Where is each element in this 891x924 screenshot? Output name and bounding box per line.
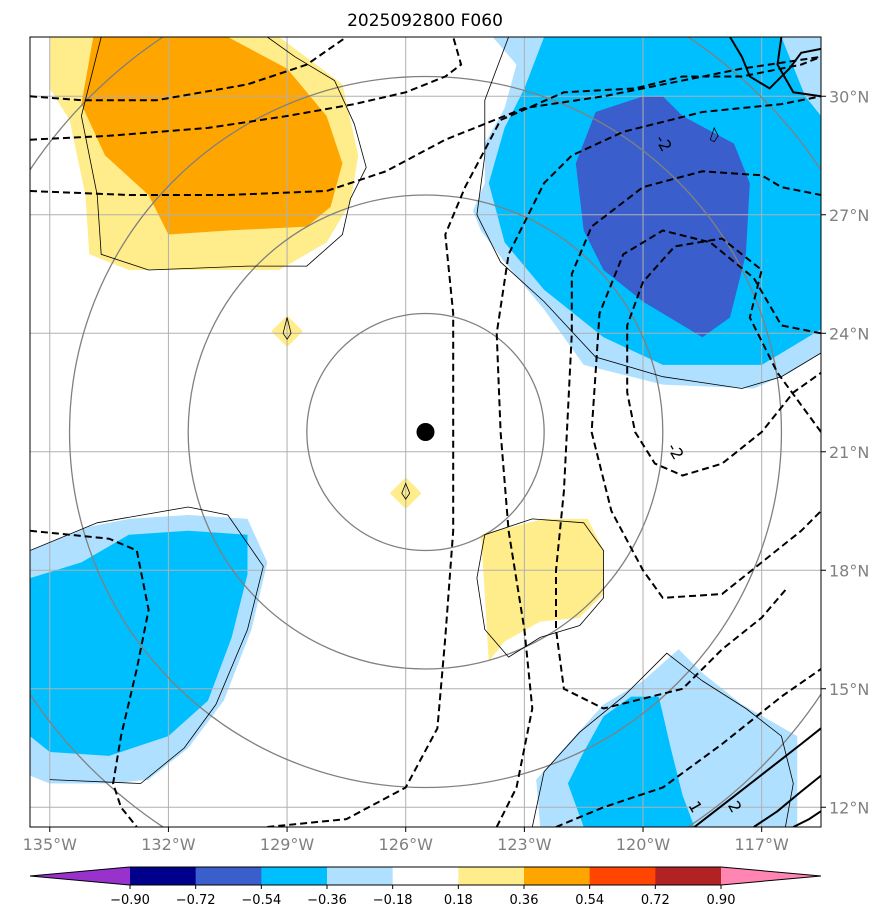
colorbar-tick-label: −0.72	[176, 893, 216, 908]
small-closed-contour	[709, 126, 719, 143]
colorbar-tick-label: 0.72	[641, 893, 670, 908]
dashed-contour	[30, 37, 347, 102]
filled-region	[567, 696, 695, 827]
dashed-contour	[30, 529, 150, 827]
dashed-contour	[495, 95, 821, 827]
colorbar-tick-label: −0.18	[373, 893, 413, 908]
colorbar-extend-high	[721, 867, 821, 885]
colorbar-segment	[261, 867, 328, 885]
colorbar-segment	[130, 867, 197, 885]
solid-contour-layer	[693, 37, 821, 827]
contour-label: -2	[663, 440, 687, 463]
filled-region	[575, 96, 750, 338]
small-closed-contour	[401, 482, 411, 500]
colorbar-tick-label: 0.90	[707, 893, 736, 908]
range-circle	[187, 194, 664, 670]
gridlines	[30, 37, 821, 827]
thin-contour	[30, 506, 264, 784]
colorbar: −0.90 −0.72 −0.54 −0.36 −0.18 0.18 0.36 0.54 0.7…	[29, 866, 822, 908]
range-circle	[306, 312, 545, 552]
solid-contour	[792, 810, 821, 827]
dashed-contour	[267, 55, 821, 827]
lon-tick-label: 126°W	[379, 835, 434, 854]
lon-tick-label: 132°W	[141, 835, 196, 854]
thin-contour-layer	[30, 37, 821, 827]
chart-title: 2025092800 F060	[347, 11, 503, 31]
lon-tick-label: 129°W	[260, 835, 315, 854]
colorbar-extend-low	[30, 867, 130, 885]
dashed-contour	[590, 229, 821, 599]
solid-contour	[729, 37, 821, 90]
lat-tick-label: 21°N	[829, 443, 869, 462]
thin-contour	[80, 37, 367, 271]
solid-contour	[753, 774, 821, 827]
lon-tick-label: 120°W	[616, 835, 671, 854]
lat-tick-label: 30°N	[829, 87, 869, 106]
dashed-contour	[626, 237, 821, 477]
dashed-contour	[555, 170, 821, 710]
filled-region	[81, 37, 343, 235]
axis-ticks: 135°W 132°W 129°W 126°W 123°W 120°W 117°W 12°N 1…	[23, 87, 870, 854]
range-circle	[68, 75, 783, 789]
small-closed-contour	[282, 317, 292, 340]
storm-center-marker	[416, 423, 435, 441]
colorbar-segment	[392, 867, 459, 885]
thin-contour	[476, 37, 821, 389]
colorbar-tick-label: −0.54	[241, 893, 281, 908]
lon-tick-label: 123°W	[497, 835, 552, 854]
thin-contour	[531, 652, 794, 827]
thin-contour	[476, 518, 604, 658]
colorbar-segment	[655, 867, 722, 885]
colorbar-tick-label: 0.18	[444, 893, 473, 908]
colorbar-segment	[589, 867, 656, 885]
colorbar-segment	[524, 867, 591, 885]
colorbar-tick-label: −0.90	[110, 893, 150, 908]
solid-contour	[776, 37, 821, 98]
map-frame	[29, 36, 822, 828]
colorbar-tick-label: 0.36	[510, 893, 539, 908]
dashed-contour	[30, 37, 463, 141]
lon-tick-label: 135°W	[23, 835, 78, 854]
solid-contour	[693, 727, 821, 827]
lat-tick-label: 12°N	[829, 798, 869, 817]
colorbar-tick-label: 0.54	[575, 893, 604, 908]
lon-tick-label: 117°W	[734, 835, 789, 854]
dashed-contour-layer	[30, 37, 821, 827]
storm-center-layer	[416, 423, 435, 441]
lat-tick-label: 18°N	[829, 561, 869, 580]
lat-tick-label: 15°N	[829, 680, 869, 699]
colorbar-tick-label: −0.36	[307, 893, 347, 908]
lat-tick-label: 27°N	[829, 206, 869, 225]
lat-tick-label: 24°N	[829, 324, 869, 343]
colorbar-segment	[327, 867, 394, 885]
colorbar-segment	[195, 867, 262, 885]
filled-region	[480, 518, 604, 662]
colorbar-segment	[458, 867, 525, 885]
